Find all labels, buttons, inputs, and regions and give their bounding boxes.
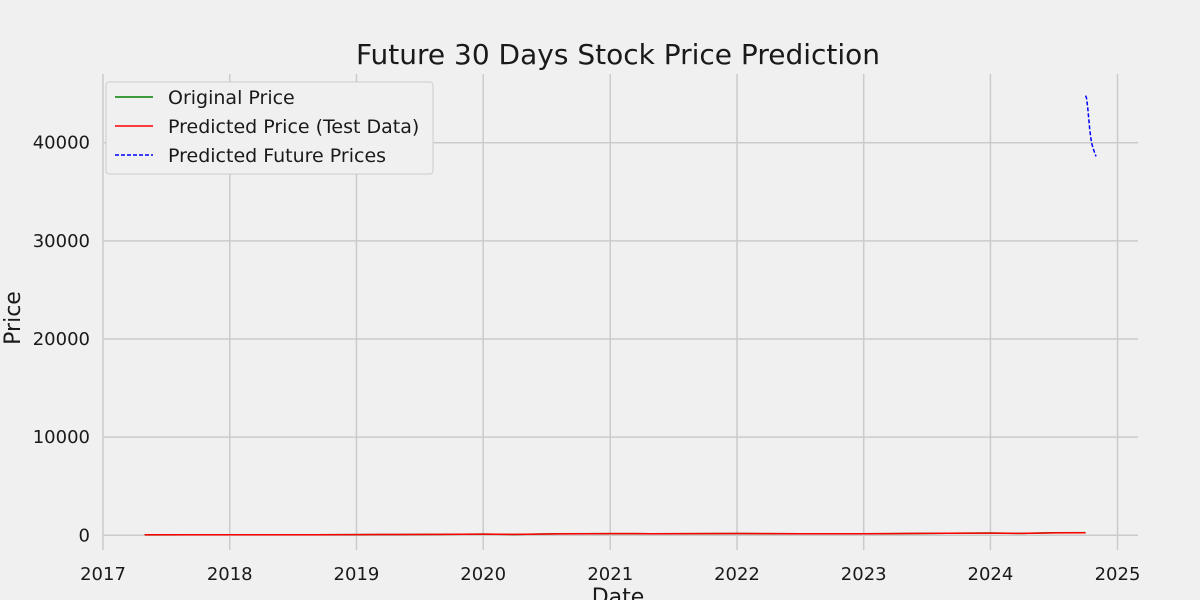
series-line-predicted-price-test-data — [144, 531, 1086, 536]
legend-label-predicted-price-test-data: Predicted Price (Test Data) — [168, 116, 419, 138]
x-tick-label: 2020 — [460, 564, 506, 585]
x-tick-label: 2022 — [714, 564, 760, 585]
x-tick-label: 2024 — [968, 564, 1014, 585]
x-tick-label: 2021 — [587, 564, 633, 585]
y-tick-label: 10000 — [33, 427, 90, 448]
series-lines — [144, 95, 1097, 536]
y-tick-labels: 0 10000 20000 30000 40000 — [33, 133, 90, 547]
y-tick-label: 20000 — [33, 329, 90, 350]
x-tick-label: 2018 — [207, 564, 253, 585]
legend-box — [105, 81, 434, 175]
y-tick-label: 30000 — [33, 231, 90, 252]
y-tick-label: 40000 — [33, 133, 90, 154]
x-tick-label: 2017 — [80, 564, 126, 585]
chart-title: Future 30 Days Stock Price Prediction — [356, 38, 880, 71]
y-tick-label: 0 — [79, 525, 90, 546]
legend-label-predicted-future-prices: Predicted Future Prices — [168, 145, 386, 167]
series-line-predicted-future-prices — [1084, 95, 1097, 157]
legend: Original Price Predicted Price (Test Data… — [105, 81, 434, 175]
x-tick-labels: 2017 2018 2019 2020 2021 2022 2023 2024 2025 — [80, 564, 1140, 585]
x-tick-label: 2023 — [841, 564, 887, 585]
y-axis-label: Price — [1, 291, 26, 345]
x-tick-label: 2025 — [1095, 564, 1141, 585]
legend-label-original-price: Original Price — [168, 87, 295, 109]
x-tick-label: 2019 — [334, 564, 380, 585]
x-axis-label: Date — [592, 585, 645, 600]
